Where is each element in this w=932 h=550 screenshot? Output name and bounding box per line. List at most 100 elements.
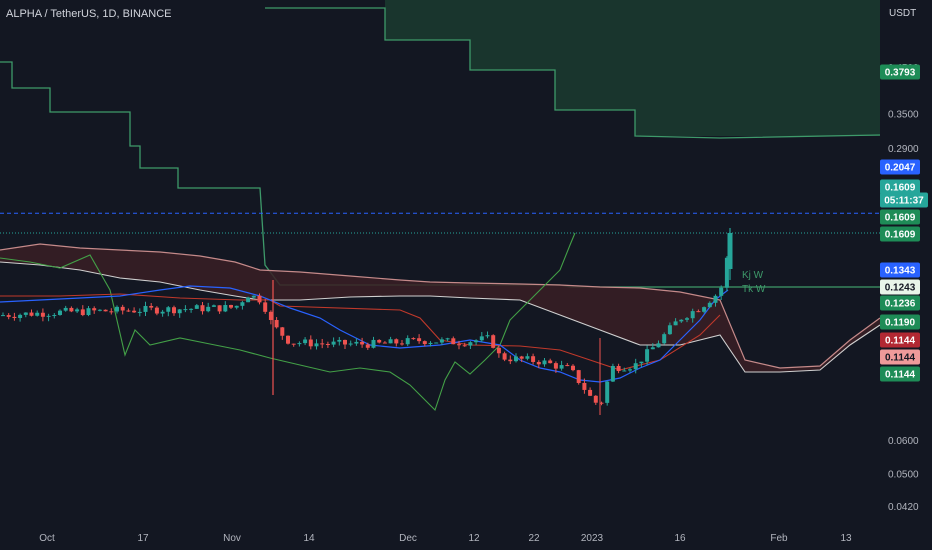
candle-body [548, 360, 553, 364]
price-tag-bg [880, 314, 920, 330]
candle-body [633, 363, 638, 370]
chart-title: ALPHA / TetherUS, 1D, BINANCE [6, 8, 172, 20]
cloud-bottom-edge [0, 261, 881, 373]
candle-body [86, 308, 91, 316]
candle-body [679, 319, 684, 322]
x-tick-label: Dec [399, 533, 417, 544]
candle-body [707, 302, 712, 308]
candle-body [97, 309, 102, 311]
candle-body [496, 347, 501, 354]
x-tick-label: 13 [840, 533, 852, 544]
candle-body [377, 339, 382, 343]
candle-body [308, 339, 313, 347]
candle-body [343, 339, 347, 345]
candle-body [257, 295, 262, 303]
candle-body [137, 311, 142, 313]
candle-body [514, 356, 518, 362]
price-tag-bg [880, 209, 920, 225]
candle-body [571, 365, 575, 371]
candle-body [565, 365, 570, 367]
candle-body [40, 312, 45, 317]
candle-body [223, 305, 228, 312]
candle-body [1, 315, 5, 317]
x-tick-label: 17 [137, 533, 149, 544]
candle-body [582, 382, 587, 390]
candle-body [217, 305, 222, 312]
candle-body [673, 321, 678, 326]
candle-body [12, 316, 17, 318]
x-tick-label: 12 [468, 533, 480, 544]
candle-body [662, 334, 667, 344]
candle-body [434, 342, 439, 344]
candle-body [531, 356, 536, 362]
price-tag-label: 0.1609 [885, 183, 916, 194]
candle-body [200, 305, 205, 312]
candle-body [405, 338, 410, 345]
candle-body [80, 309, 85, 316]
candle-body [35, 312, 40, 316]
candle-body [331, 341, 336, 345]
candle-body [126, 310, 131, 312]
candle-body [400, 343, 404, 345]
price-tag-label: 0.1609 [885, 213, 916, 224]
candle-body [189, 308, 194, 310]
candle-body [474, 340, 479, 343]
candle-body [690, 311, 695, 319]
candle-body [479, 336, 484, 341]
price-tag: 0.1243 [880, 279, 920, 295]
price-tag-label: 0.1343 [885, 266, 916, 277]
candle-body [439, 339, 444, 343]
price-tag: 0.1144 [880, 349, 920, 365]
candle-body [628, 369, 632, 371]
price-tag-label: 0.1144 [885, 336, 915, 347]
candle-body [622, 370, 627, 372]
candle-body [702, 307, 707, 312]
y-tick-label: 0.0420 [888, 502, 919, 513]
candle-body [719, 287, 724, 296]
candle-body [502, 353, 507, 360]
price-tag-label: 0.1609 [885, 230, 916, 241]
x-tick-label: 22 [528, 533, 540, 544]
candle-body [149, 305, 154, 308]
price-tag: 05:11:37 [880, 192, 928, 208]
candle-body [468, 342, 473, 346]
candle-body [371, 339, 376, 348]
y-tick-label: 0.0600 [888, 436, 919, 447]
candle-body [588, 389, 593, 396]
candle-body [599, 402, 604, 404]
price-tag-bg [880, 262, 920, 278]
price-tag-label: 0.1144 [885, 370, 915, 381]
candle-body [286, 335, 290, 344]
candle-body [183, 309, 188, 311]
candle-body [268, 311, 273, 320]
x-tick-label: 14 [303, 533, 315, 544]
x-tick-label: Feb [770, 533, 788, 544]
candle-body [143, 305, 148, 312]
y-tick-label: 0.0500 [888, 470, 919, 481]
candle-body [388, 339, 393, 344]
price-tag-bg [880, 295, 920, 311]
price-tag: 0.3793 [880, 64, 920, 80]
candle-body [536, 361, 541, 365]
y-tick-label: 0.2900 [888, 144, 919, 155]
last-candle-body [727, 233, 733, 269]
price-tag-bg [880, 349, 920, 365]
candle-body [115, 306, 119, 312]
price-tag-bg [880, 226, 920, 242]
price-tag-bg [880, 159, 920, 175]
candle-body [519, 356, 524, 359]
price-tag-label: 05:11:37 [884, 196, 924, 207]
price-tag-bg [880, 279, 920, 295]
candle-body [109, 311, 114, 313]
candle-body [46, 315, 51, 317]
candles-layer [1, 228, 733, 415]
candle-body [337, 339, 342, 342]
candle-body [103, 309, 108, 312]
price-tags-layer: 0.3793 0.2047 0.1609 05:11:37 0.1609 0.1609 0.… [880, 64, 928, 382]
candle-body [605, 381, 610, 403]
candle-body [314, 343, 319, 347]
candle-body [553, 363, 558, 369]
candle-body [394, 339, 399, 344]
candle-body [639, 361, 644, 364]
